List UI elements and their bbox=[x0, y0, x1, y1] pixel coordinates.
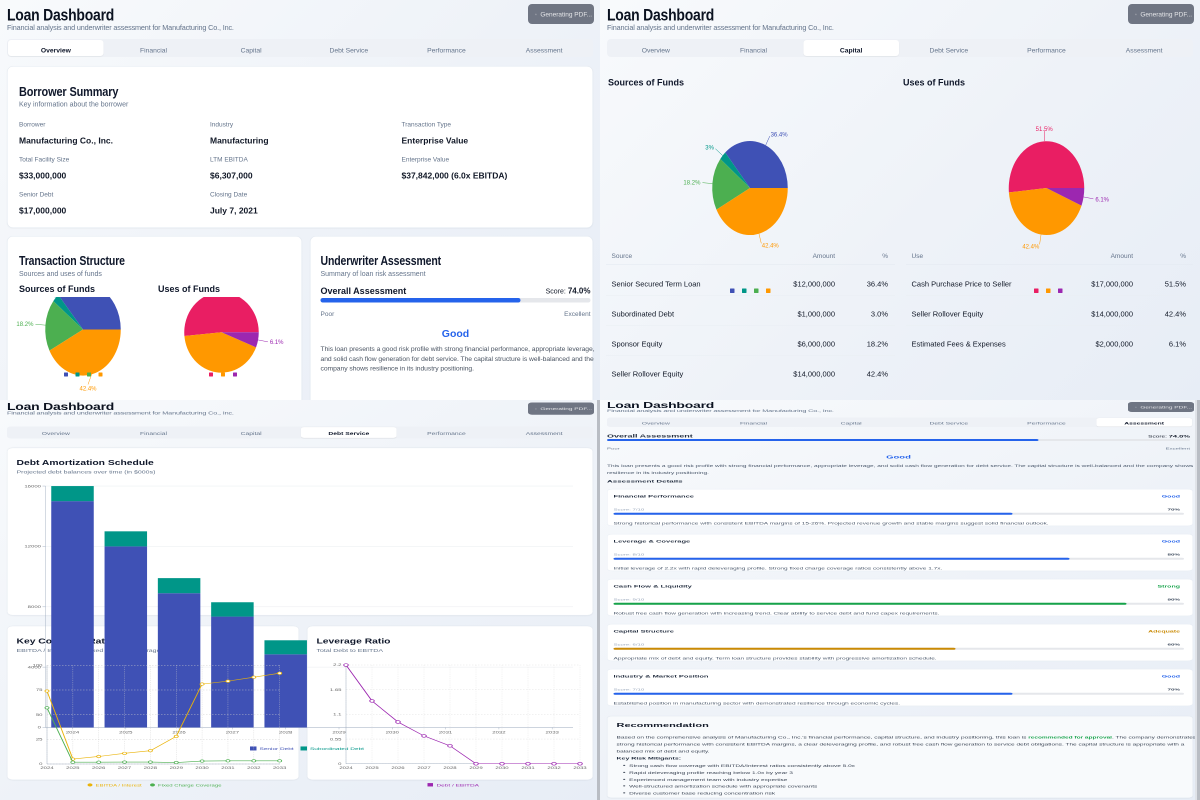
svg-text:51.5%: 51.5% bbox=[1036, 127, 1054, 133]
svg-text:42.4%: 42.4% bbox=[1022, 244, 1040, 250]
svg-text:2025: 2025 bbox=[119, 730, 133, 734]
svg-text:2028: 2028 bbox=[279, 730, 293, 734]
svg-text:2027: 2027 bbox=[417, 766, 431, 770]
svg-text:2032: 2032 bbox=[492, 730, 506, 734]
svg-text:2032: 2032 bbox=[547, 766, 561, 770]
svg-text:2025: 2025 bbox=[66, 766, 80, 770]
svg-text:2027: 2027 bbox=[226, 730, 240, 734]
svg-text:2024: 2024 bbox=[339, 766, 353, 770]
svg-text:18.2%: 18.2% bbox=[16, 322, 34, 328]
svg-text:2028: 2028 bbox=[443, 766, 457, 770]
svg-text:EBITDA / Interest: EBITDA / Interest bbox=[96, 783, 143, 787]
svg-text:18.2%: 18.2% bbox=[683, 180, 701, 186]
svg-text:4000: 4000 bbox=[28, 665, 42, 669]
svg-text:50: 50 bbox=[36, 713, 43, 717]
svg-text:8000: 8000 bbox=[28, 605, 42, 609]
svg-text:2029: 2029 bbox=[332, 730, 346, 734]
svg-text:2026: 2026 bbox=[172, 730, 186, 734]
svg-text:2032: 2032 bbox=[247, 766, 261, 770]
svg-text:2030: 2030 bbox=[195, 766, 209, 770]
svg-text:2029: 2029 bbox=[170, 766, 184, 770]
svg-text:2031: 2031 bbox=[521, 766, 535, 770]
svg-text:Senior Debt: Senior Debt bbox=[260, 747, 295, 751]
svg-text:2033: 2033 bbox=[546, 730, 560, 734]
svg-text:Fixed Charge Coverage: Fixed Charge Coverage bbox=[158, 783, 222, 787]
svg-text:36.4%: 36.4% bbox=[771, 132, 789, 138]
svg-text:0.55: 0.55 bbox=[330, 737, 342, 741]
svg-text:100: 100 bbox=[33, 664, 43, 668]
svg-text:2031: 2031 bbox=[221, 766, 235, 770]
svg-text:1.65: 1.65 bbox=[330, 688, 342, 692]
svg-text:2025: 2025 bbox=[365, 766, 379, 770]
svg-text:2028: 2028 bbox=[144, 766, 158, 770]
svg-text:2026: 2026 bbox=[391, 766, 405, 770]
svg-text:3%: 3% bbox=[705, 145, 714, 151]
svg-text:0: 0 bbox=[338, 762, 342, 766]
svg-text:0: 0 bbox=[39, 762, 43, 766]
svg-text:12000: 12000 bbox=[24, 545, 41, 549]
svg-text:2030: 2030 bbox=[386, 730, 400, 734]
svg-text:2031: 2031 bbox=[439, 730, 453, 734]
svg-text:6.1%: 6.1% bbox=[270, 340, 284, 346]
svg-text:75: 75 bbox=[36, 688, 43, 692]
svg-text:25: 25 bbox=[36, 738, 43, 742]
svg-text:16000: 16000 bbox=[24, 484, 41, 488]
svg-text:42.4%: 42.4% bbox=[762, 243, 780, 249]
svg-text:2033: 2033 bbox=[273, 766, 287, 770]
svg-text:2030: 2030 bbox=[495, 766, 509, 770]
svg-text:2033: 2033 bbox=[573, 766, 587, 770]
svg-text:2029: 2029 bbox=[469, 766, 483, 770]
svg-text:1.1: 1.1 bbox=[333, 713, 342, 717]
svg-text:2024: 2024 bbox=[40, 766, 54, 770]
svg-text:2026: 2026 bbox=[92, 766, 106, 770]
svg-text:Subordinated Debt: Subordinated Debt bbox=[310, 747, 365, 751]
svg-text:Debt / EBITDA: Debt / EBITDA bbox=[437, 783, 480, 787]
svg-text:42.4%: 42.4% bbox=[79, 387, 97, 393]
svg-text:2.2: 2.2 bbox=[333, 663, 342, 667]
svg-text:2027: 2027 bbox=[118, 766, 132, 770]
svg-text:6.1%: 6.1% bbox=[1095, 197, 1109, 203]
svg-text:0: 0 bbox=[38, 726, 42, 730]
